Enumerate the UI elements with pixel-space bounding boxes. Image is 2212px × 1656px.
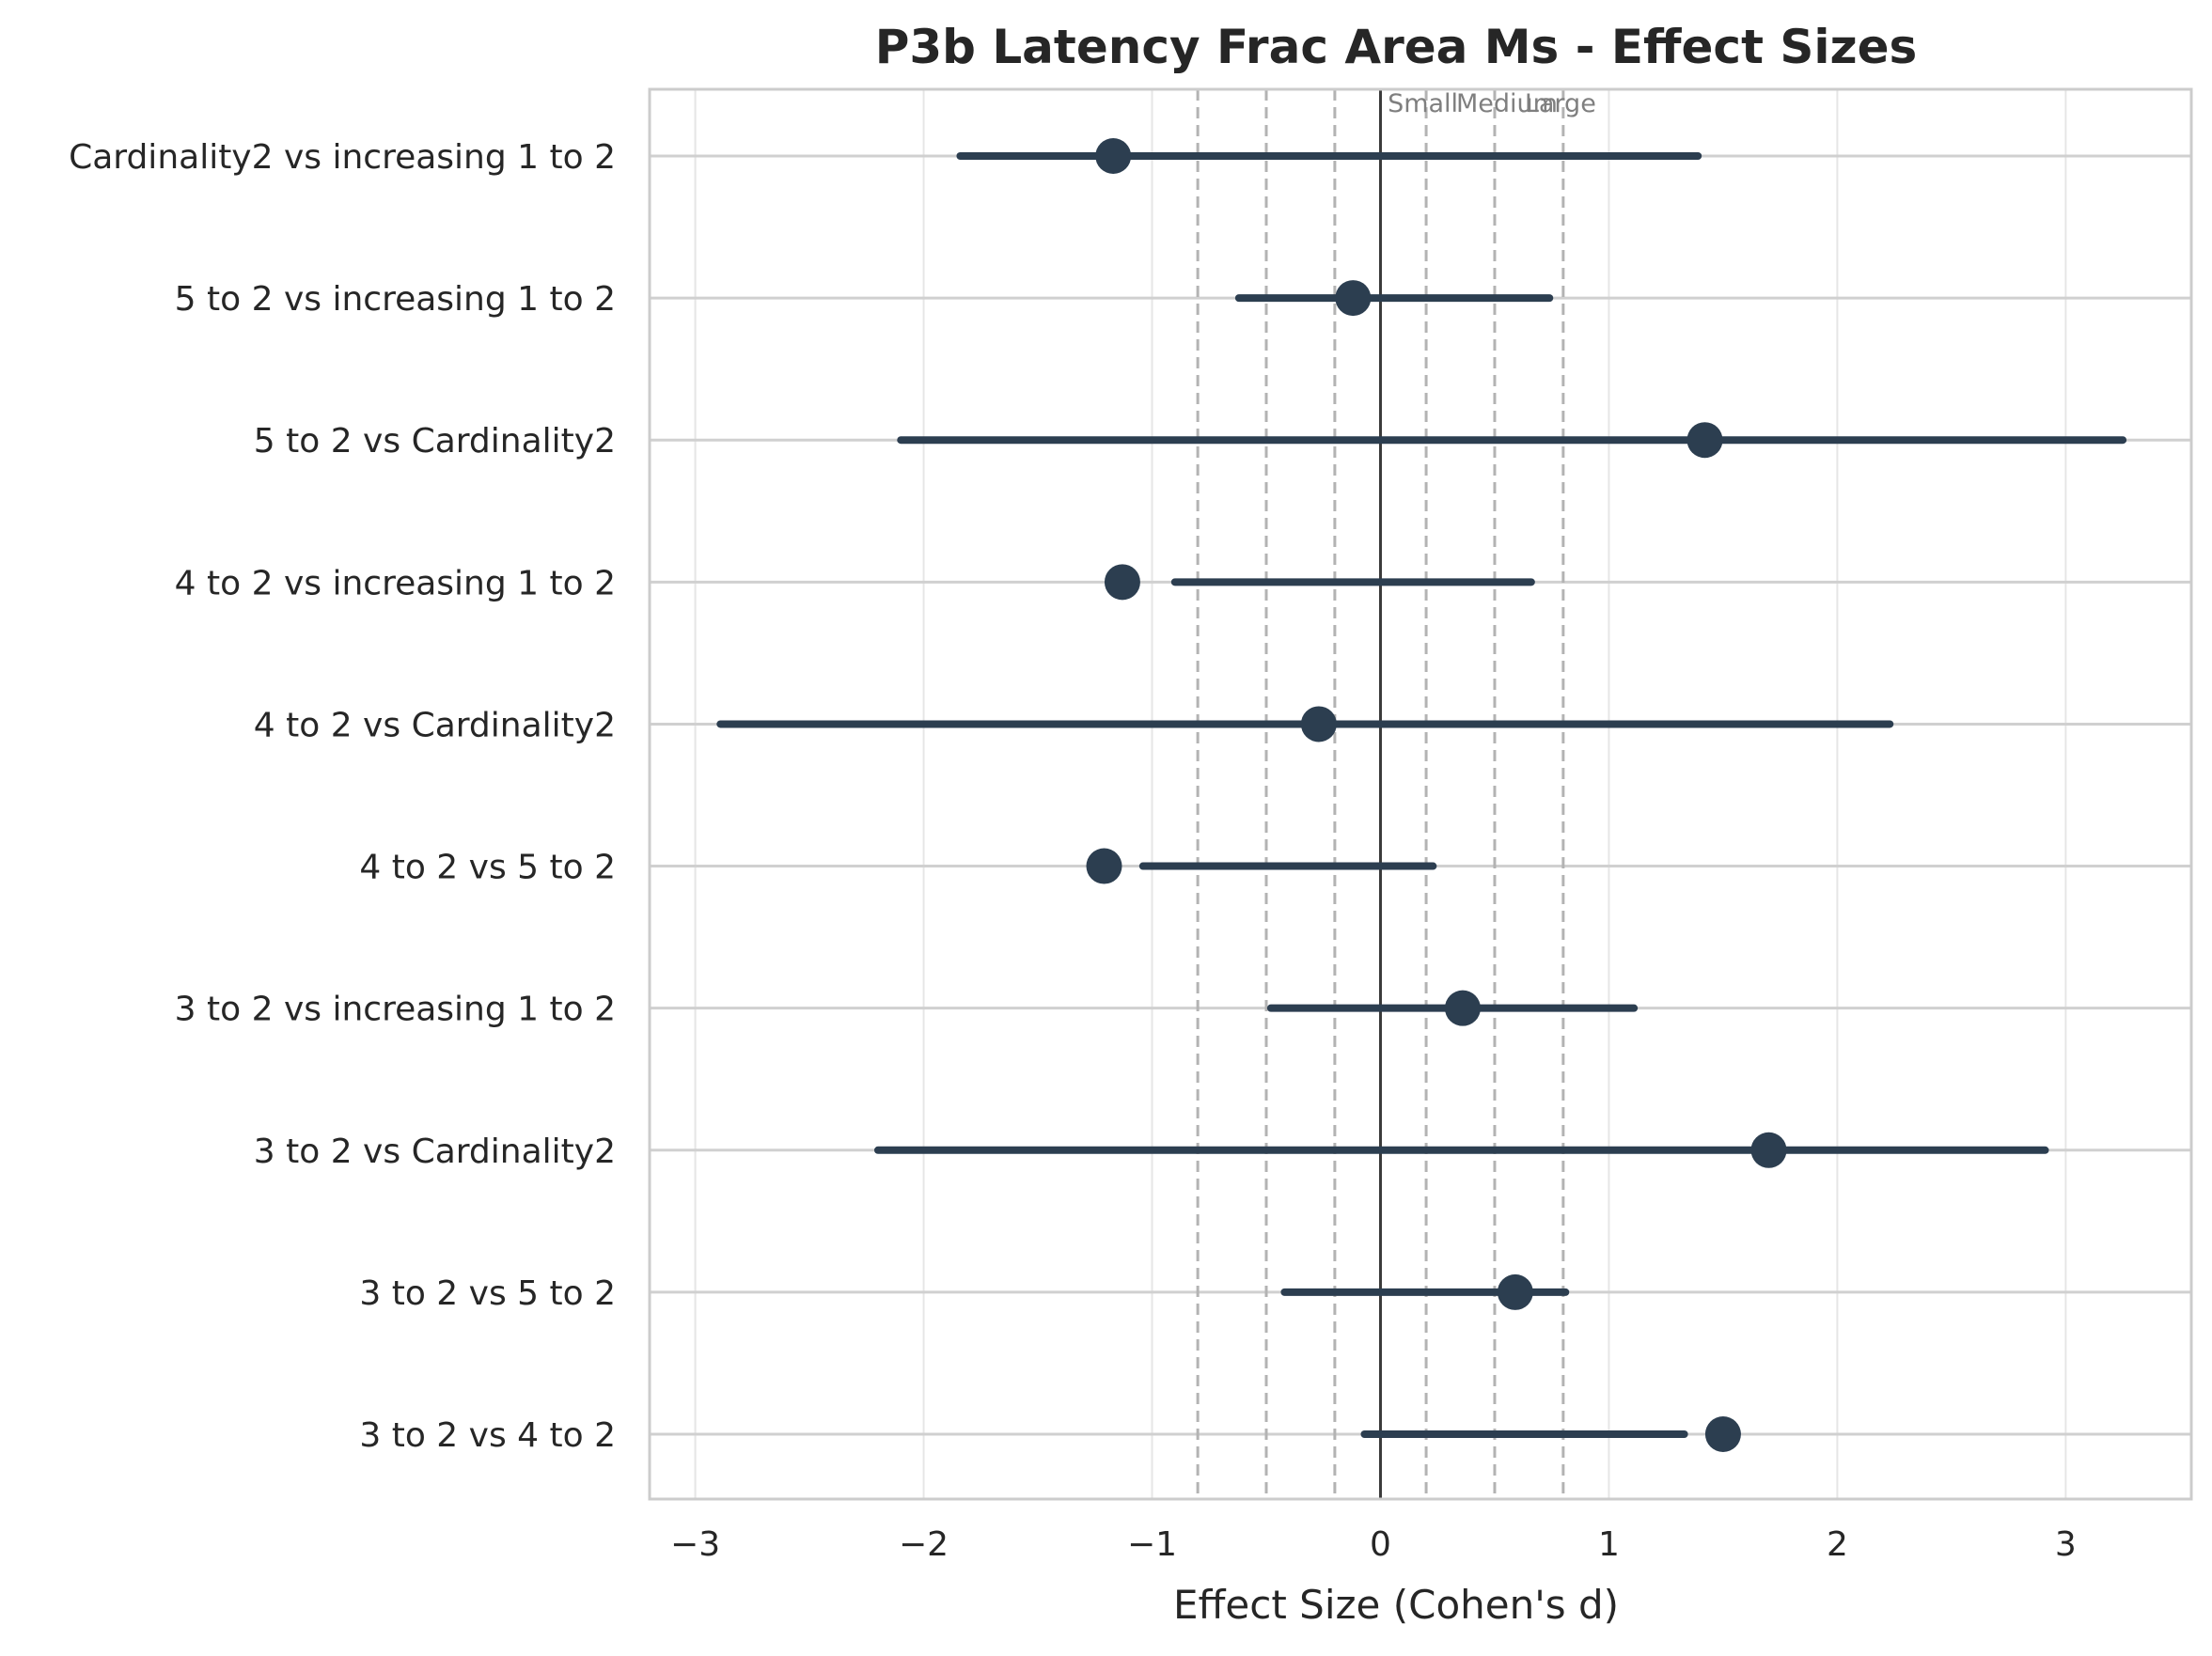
y-tick-label: 4 to 2 vs Cardinality2 (254, 706, 616, 744)
threshold-label: Small (1388, 89, 1458, 118)
effect-point (1497, 1273, 1533, 1310)
x-tick-label: 0 (1370, 1525, 1391, 1564)
x-tick-label: 1 (1598, 1525, 1620, 1564)
y-tick-label: 4 to 2 vs increasing 1 to 2 (175, 564, 616, 602)
effect-point (1686, 422, 1723, 459)
y-tick-label: 3 to 2 vs 5 to 2 (359, 1274, 616, 1313)
x-axis-label: Effect Size (Cohen's d) (1173, 1582, 1619, 1628)
y-tick-label: 3 to 2 vs increasing 1 to 2 (175, 991, 616, 1029)
effect-point (1444, 990, 1481, 1026)
reference-lines (1196, 89, 1565, 1499)
x-tick-label: 3 (2055, 1525, 2077, 1564)
effect-point (1104, 564, 1140, 601)
y-tick-label: Cardinality2 vs increasing 1 to 2 (69, 138, 616, 177)
y-tick-label: 5 to 2 vs Cardinality2 (254, 422, 616, 461)
effect-point (1704, 1416, 1741, 1452)
threshold-label: Large (1525, 89, 1596, 118)
x-tick-label: 2 (1827, 1525, 1848, 1564)
y-tick-label: 3 to 2 vs Cardinality2 (254, 1133, 616, 1171)
x-tick-label: −3 (670, 1525, 720, 1564)
y-tick-label: 4 to 2 vs 5 to 2 (359, 849, 616, 887)
y-tick-label: 3 to 2 vs 4 to 2 (359, 1416, 616, 1455)
effect-point (1750, 1132, 1787, 1168)
effect-point (1300, 706, 1337, 742)
x-tick-label: −2 (899, 1525, 949, 1564)
x-tick-label: −1 (1127, 1525, 1177, 1564)
effect-points (1086, 138, 1787, 1452)
effect-point (1095, 138, 1132, 174)
labels-layer: −3 −2 −1 0 1 2 3 Cardinality2 vs increasing 1 t… (69, 89, 2077, 1564)
plot-frame (648, 87, 2193, 1501)
threshold-label: Medium (1456, 89, 1558, 118)
chart-title: P3b Latency Frac Area Ms - Effect Sizes (875, 20, 1918, 74)
effect-point (1086, 848, 1122, 884)
y-tick-label: 5 to 2 vs increasing 1 to 2 (175, 280, 616, 319)
effect-point (1335, 280, 1372, 317)
